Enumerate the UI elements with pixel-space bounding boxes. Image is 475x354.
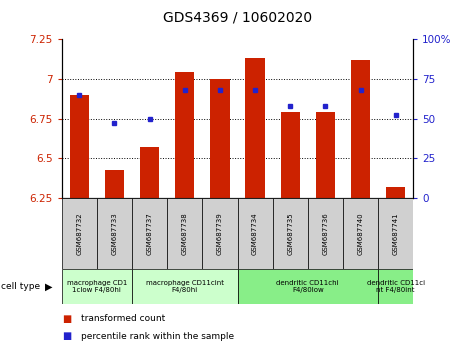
Text: dendritic CD11ci
nt F4/80int: dendritic CD11ci nt F4/80int — [367, 280, 425, 293]
Bar — [132, 198, 167, 269]
Text: GSM687738: GSM687738 — [182, 212, 188, 255]
Text: GSM687733: GSM687733 — [112, 212, 117, 255]
Bar — [175, 73, 194, 198]
Text: percentile rank within the sample: percentile rank within the sample — [81, 332, 234, 341]
Bar — [378, 269, 413, 304]
Text: ▶: ▶ — [45, 282, 53, 292]
Text: GSM687736: GSM687736 — [323, 212, 328, 255]
Text: GSM687737: GSM687737 — [147, 212, 152, 255]
Text: GDS4369 / 10602020: GDS4369 / 10602020 — [163, 11, 312, 25]
Bar — [351, 59, 370, 198]
Bar — [202, 198, 238, 269]
Bar — [273, 198, 308, 269]
Bar — [97, 198, 132, 269]
Text: dendritic CD11chi
F4/80low: dendritic CD11chi F4/80low — [276, 280, 339, 293]
Text: GSM687732: GSM687732 — [76, 212, 82, 255]
Bar — [308, 198, 343, 269]
Bar — [62, 198, 97, 269]
Bar — [281, 112, 300, 198]
Bar — [70, 95, 89, 198]
Bar — [238, 198, 273, 269]
Bar — [246, 58, 265, 198]
Text: macrophage CD1
1clow F4/80hi: macrophage CD1 1clow F4/80hi — [66, 280, 127, 293]
Text: GSM687734: GSM687734 — [252, 212, 258, 255]
Text: macrophage CD11cint
F4/80hi: macrophage CD11cint F4/80hi — [146, 280, 224, 293]
Text: GSM687735: GSM687735 — [287, 212, 293, 255]
Text: GSM687741: GSM687741 — [393, 212, 399, 255]
Bar — [386, 187, 405, 198]
Text: GSM687739: GSM687739 — [217, 212, 223, 255]
Bar — [140, 147, 159, 198]
Text: ■: ■ — [62, 314, 71, 324]
Text: ■: ■ — [62, 331, 71, 341]
Bar — [167, 198, 202, 269]
Text: cell type: cell type — [1, 282, 40, 291]
Bar — [378, 198, 413, 269]
Bar — [210, 79, 229, 198]
Bar — [132, 269, 238, 304]
Bar — [105, 170, 124, 198]
Bar — [343, 198, 378, 269]
Bar — [238, 269, 378, 304]
Bar — [316, 112, 335, 198]
Text: GSM687740: GSM687740 — [358, 212, 363, 255]
Text: transformed count: transformed count — [81, 314, 165, 323]
Bar — [62, 269, 132, 304]
